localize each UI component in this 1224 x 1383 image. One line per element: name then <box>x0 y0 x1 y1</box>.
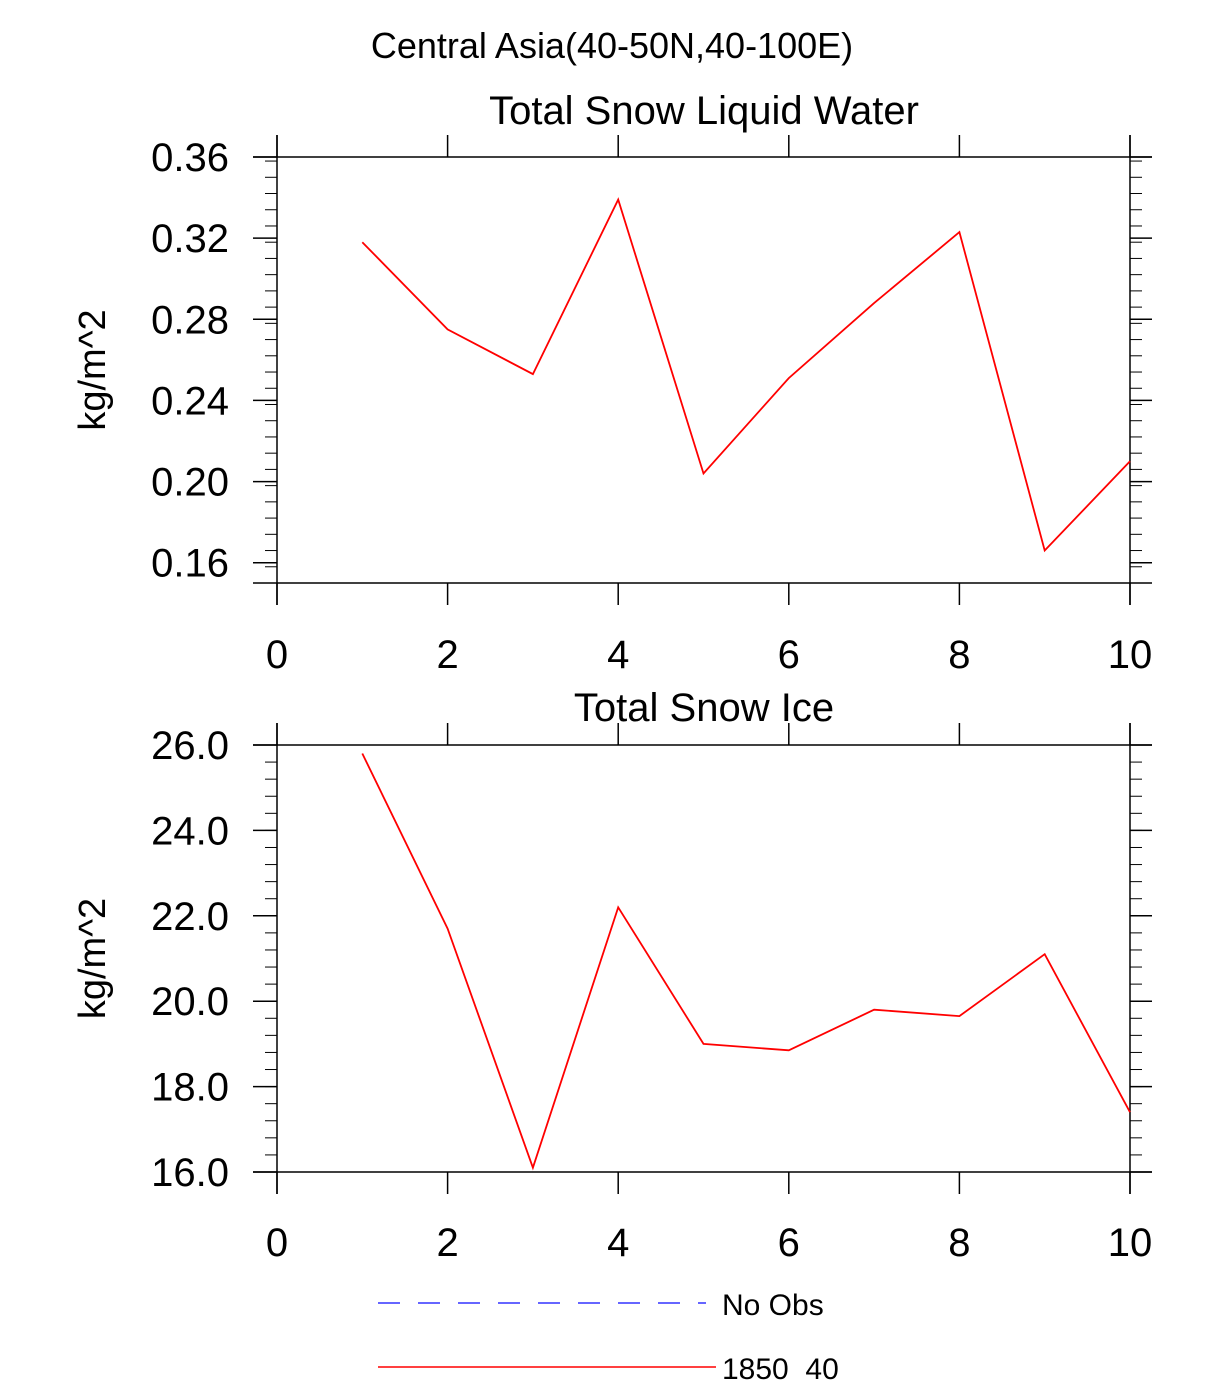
x-tick-label: 6 <box>778 633 800 677</box>
panel-title: Total Snow Liquid Water <box>489 89 919 133</box>
x-tick-label: 8 <box>948 1221 970 1265</box>
panel-title: Total Snow Ice <box>574 686 834 730</box>
x-tick-label: 0 <box>266 1221 288 1265</box>
x-tick-label: 10 <box>1108 633 1153 677</box>
y-axis-label: kg/m^2 <box>72 309 114 430</box>
y-axis-label: kg/m^2 <box>72 898 114 1019</box>
y-tick-label: 18.0 <box>151 1066 229 1110</box>
series-line-1850-40 <box>361 197 1131 553</box>
x-tick-label: 0 <box>266 633 288 677</box>
y-tick-label: 0.36 <box>151 136 229 180</box>
x-tick-label: 10 <box>1108 1221 1153 1265</box>
y-tick-label: 24.0 <box>151 809 229 853</box>
legend: No Obs 1850_40 <box>378 1289 839 1383</box>
y-tick-label: 0.24 <box>151 379 229 423</box>
legend-label-1850-40: 1850_40 <box>722 1353 839 1383</box>
figure-title: Central Asia(40-50N,40-100E) <box>371 25 853 66</box>
y-tick-label: 16.0 <box>151 1151 229 1195</box>
y-tick-label: 20.0 <box>151 980 229 1024</box>
y-tick-label: 0.28 <box>151 298 229 342</box>
y-tick-label: 0.20 <box>151 461 229 505</box>
x-tick-label: 2 <box>436 1221 458 1265</box>
y-tick-label: 0.16 <box>151 542 229 586</box>
panel-total-snow-ice: Total Snow Ice kg/m^2 0 2 4 6 8 10 16.0 18.0 20.0 2… <box>72 686 1152 1265</box>
legend-label-no-obs: No Obs <box>722 1289 824 1322</box>
x-tick-label: 8 <box>948 633 970 677</box>
y-tick-label: 22.0 <box>151 895 229 939</box>
x-tick-label: 4 <box>607 633 629 677</box>
x-tick-label: 4 <box>607 1221 629 1265</box>
y-tick-label: 26.0 <box>151 724 229 768</box>
x-tick-label: 2 <box>436 633 458 677</box>
x-tick-label: 6 <box>778 1221 800 1265</box>
panel-total-snow-liquid-water: Total Snow Liquid Water kg/m^2 0 2 4 6 8 10 0.16… <box>72 89 1152 677</box>
series-line-1850-40 <box>361 753 1131 1171</box>
y-tick-label: 0.32 <box>151 217 229 261</box>
